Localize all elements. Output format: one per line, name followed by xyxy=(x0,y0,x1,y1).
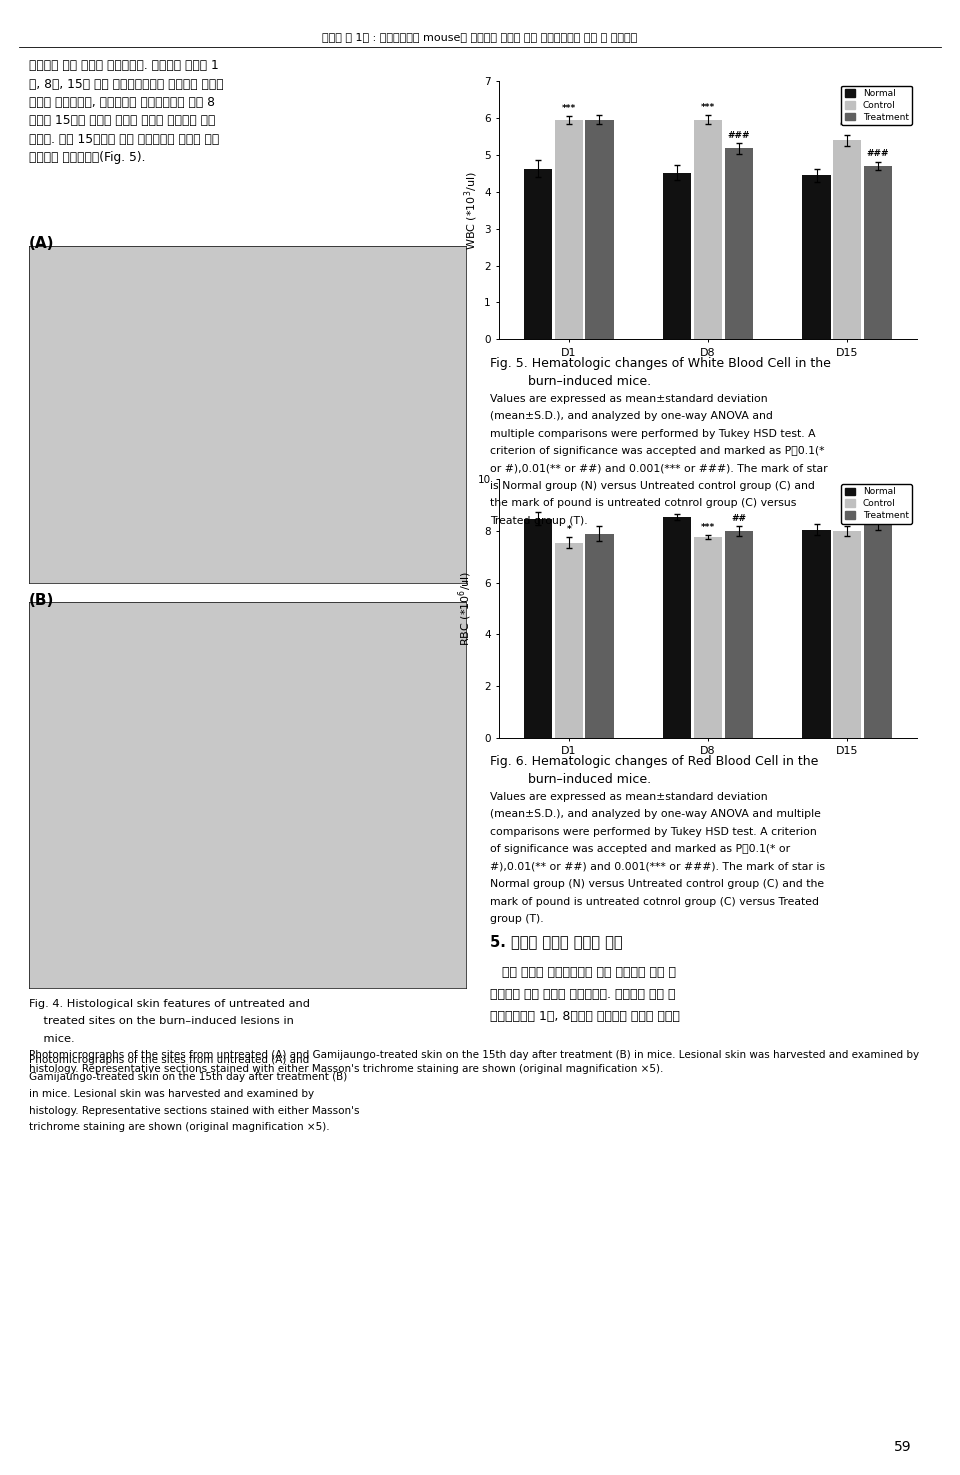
Text: Photomicrographs of the sites from untreated (A) and Gamijaungo-treated skin on : Photomicrographs of the sites from untre… xyxy=(29,1050,919,1074)
Bar xyxy=(803,530,830,738)
Bar xyxy=(555,543,583,738)
Text: the mark of pound is untreated cotnrol group (C) versus: the mark of pound is untreated cotnrol g… xyxy=(490,499,796,509)
Text: treated sites on the burn–induced lesions in: treated sites on the burn–induced lesion… xyxy=(29,1016,294,1027)
Text: Gamijaungo-treated skin on the 15th day after treatment (B): Gamijaungo-treated skin on the 15th day … xyxy=(29,1071,348,1081)
Bar xyxy=(663,516,691,738)
Legend: Normal, Control, Treatment: Normal, Control, Treatment xyxy=(841,86,912,125)
Text: Normal group (N) versus Untreated control group (C) and the: Normal group (N) versus Untreated contro… xyxy=(490,879,824,889)
Text: of significance was accepted and marked as P〨0.1(* or: of significance was accepted and marked … xyxy=(490,844,790,854)
Bar xyxy=(803,176,830,339)
Text: group (T).: group (T). xyxy=(490,914,543,923)
Text: *: * xyxy=(566,525,571,534)
Y-axis label: RBC (*10$^6$/ul): RBC (*10$^6$/ul) xyxy=(456,571,473,646)
Legend: Normal, Control, Treatment: Normal, Control, Treatment xyxy=(841,484,912,524)
Text: is Normal group (N) versus Untreated control group (C) and: is Normal group (N) versus Untreated con… xyxy=(490,481,814,491)
Text: or #),0.01(** or ##) and 0.001(*** or ###). The mark of star: or #),0.01(** or ##) and 0.001(*** or ##… xyxy=(490,463,828,473)
Bar xyxy=(864,525,892,738)
Text: trichrome staining are shown (original magnification ×5).: trichrome staining are shown (original m… xyxy=(29,1122,329,1133)
Text: 상유도군에서 1일, 8일에는 유의하게 적혈구 수치가: 상유도군에서 1일, 8일에는 유의하게 적혈구 수치가 xyxy=(490,1010,680,1022)
Text: 적혈구의 수치 변화를 관찰하였다. 정상군에 비해 화: 적혈구의 수치 변화를 관찰하였다. 정상군에 비해 화 xyxy=(490,988,675,1002)
Text: 이종철 외 1인 : 加味紫雲膏가 mouse의 피부화상 치료에 대한 분자생물학적 효과 및 기전연구: 이종철 외 1인 : 加味紫雲膏가 mouse의 피부화상 치료에 대한 분자생… xyxy=(323,32,637,43)
Text: comparisons were performed by Tukey HSD test. A criterion: comparisons were performed by Tukey HSD … xyxy=(490,827,816,836)
Text: in mice. Lesional skin was harvested and examined by: in mice. Lesional skin was harvested and… xyxy=(29,1089,314,1099)
Text: (mean±S.D.), and analyzed by one-way ANOVA and multiple: (mean±S.D.), and analyzed by one-way ANO… xyxy=(490,810,821,820)
Text: mark of pound is untreated cotnrol group (C) versus Treated: mark of pound is untreated cotnrol group… xyxy=(490,897,819,907)
Bar xyxy=(864,165,892,339)
Text: (mean±S.D.), and analyzed by one-way ANOVA and: (mean±S.D.), and analyzed by one-way ANO… xyxy=(490,412,773,422)
Bar xyxy=(694,537,722,738)
Text: histology. Representative sections stained with either Masson's: histology. Representative sections stain… xyxy=(29,1106,359,1115)
Bar xyxy=(694,119,722,339)
Text: burn–induced mice.: burn–induced mice. xyxy=(528,773,651,786)
Bar xyxy=(524,168,552,339)
Text: (A): (A) xyxy=(29,236,55,251)
Text: Fig. 6. Hematologic changes of Red Blood Cell in the: Fig. 6. Hematologic changes of Red Blood… xyxy=(490,755,818,768)
Text: 5. 적혈구 수치에 미치는 영향: 5. 적혈구 수치에 미치는 영향 xyxy=(490,934,622,948)
Bar xyxy=(725,531,753,738)
Text: 백혁구의 수치 변화를 관찰하였다. 정상군에 비해서 1
일, 8일, 15일 모두 화상유도군에서 유의하게 백혁구
수치가 증가하였고, 가미자운고 치리: 백혁구의 수치 변화를 관찰하였다. 정상군에 비해서 1 일, 8일, 15일… xyxy=(29,59,224,165)
Text: mice.: mice. xyxy=(29,1034,75,1044)
Text: criterion of significance was accepted and marked as P〨0.1(*: criterion of significance was accepted a… xyxy=(490,445,824,456)
Text: Values are expressed as mean±standard deviation: Values are expressed as mean±standard de… xyxy=(490,792,767,802)
Bar xyxy=(663,173,691,339)
Text: ***: *** xyxy=(840,122,854,131)
Text: 화상 모델의 가미자운고에 의한 협액학적 변화 중: 화상 모델의 가미자운고에 의한 협액학적 변화 중 xyxy=(490,966,676,979)
Bar xyxy=(833,140,861,339)
Text: #),0.01(** or ##) and 0.001(*** or ###). The mark of star is: #),0.01(** or ##) and 0.001(*** or ###).… xyxy=(490,861,825,872)
Text: Photomicrographs of the sites from untreated (A) and: Photomicrographs of the sites from untre… xyxy=(29,1055,309,1065)
Text: ***: *** xyxy=(701,522,715,531)
Text: ***: *** xyxy=(562,105,576,114)
Text: (B): (B) xyxy=(29,593,54,608)
Text: ###: ### xyxy=(728,131,750,140)
Text: 59: 59 xyxy=(895,1441,912,1454)
Bar xyxy=(586,119,613,339)
Text: ***: *** xyxy=(701,103,715,112)
Text: burn–induced mice.: burn–induced mice. xyxy=(528,375,651,388)
Text: multiple comparisons were performed by Tukey HSD test. A: multiple comparisons were performed by T… xyxy=(490,429,815,438)
Bar xyxy=(725,148,753,339)
Text: Fig. 4. Histological skin features of untreated and: Fig. 4. Histological skin features of un… xyxy=(29,999,310,1009)
Bar xyxy=(524,519,552,738)
Bar xyxy=(833,531,861,738)
Text: Fig. 5. Hematologic changes of White Blood Cell in the: Fig. 5. Hematologic changes of White Blo… xyxy=(490,357,830,370)
Bar xyxy=(555,119,583,339)
Text: Values are expressed as mean±standard deviation: Values are expressed as mean±standard de… xyxy=(490,394,767,404)
Text: ###: ### xyxy=(867,149,889,158)
Bar xyxy=(586,534,613,738)
Text: ##: ## xyxy=(732,513,746,522)
Text: Treated group (T).: Treated group (T). xyxy=(490,516,588,525)
Y-axis label: WBC (*10$^3$/ul): WBC (*10$^3$/ul) xyxy=(463,171,480,249)
